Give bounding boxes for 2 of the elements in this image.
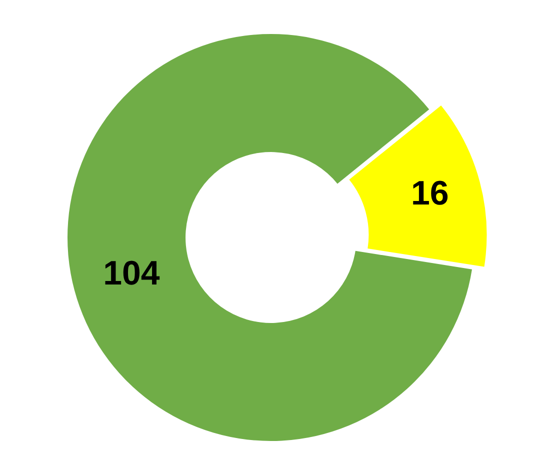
data-label: 104 bbox=[103, 254, 160, 292]
data-label: 16 bbox=[410, 174, 449, 212]
